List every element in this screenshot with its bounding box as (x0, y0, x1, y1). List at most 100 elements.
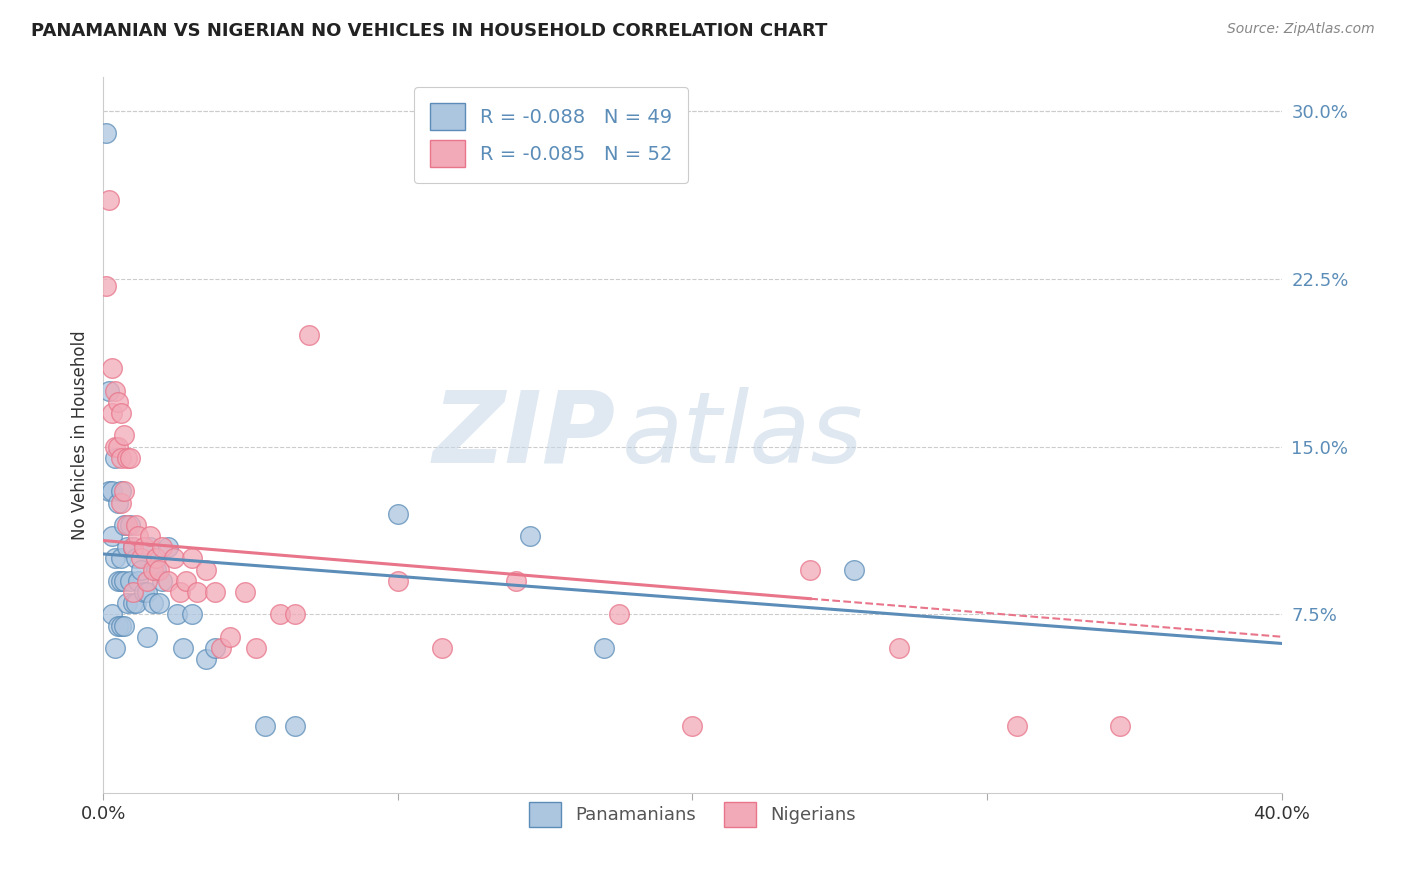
Point (298, 327, 321, 342)
Point (166, 607, 188, 622)
Point (505, 574, 527, 588)
Point (115, 517, 138, 532)
Point (1005, 719, 1028, 733)
Point (163, 551, 186, 566)
Text: atlas: atlas (621, 387, 863, 483)
Point (195, 652, 218, 666)
Point (387, 507, 409, 521)
Point (607, 607, 630, 622)
Point (107, 440, 129, 454)
Point (121, 541, 143, 555)
Point (145, 563, 167, 577)
Point (118, 574, 141, 588)
Point (121, 596, 143, 610)
Point (156, 574, 179, 588)
Point (98, 484, 121, 499)
Point (110, 574, 132, 588)
Point (101, 361, 124, 376)
Point (101, 406, 124, 420)
Point (150, 574, 173, 588)
Point (145, 551, 167, 566)
Point (131, 551, 153, 566)
Point (180, 551, 202, 566)
Point (110, 406, 132, 420)
Point (112, 517, 135, 532)
Point (107, 618, 129, 632)
Point (204, 585, 226, 599)
Point (195, 563, 218, 577)
Point (245, 640, 267, 655)
Point (110, 450, 132, 465)
Point (136, 574, 159, 588)
Text: Source: ZipAtlas.com: Source: ZipAtlas.com (1227, 22, 1375, 37)
Text: ZIP: ZIP (433, 387, 616, 483)
Y-axis label: No Vehicles in Household: No Vehicles in Household (72, 331, 89, 541)
Point (156, 541, 179, 555)
Point (887, 640, 910, 655)
Point (519, 529, 541, 543)
Point (131, 563, 153, 577)
Legend: Panamanians, Nigerians: Panamanians, Nigerians (522, 795, 863, 834)
Point (148, 563, 170, 577)
Point (387, 574, 409, 588)
Point (121, 585, 143, 599)
Text: PANAMANIAN VS NIGERIAN NO VEHICLES IN HOUSEHOLD CORRELATION CHART: PANAMANIAN VS NIGERIAN NO VEHICLES IN HO… (31, 22, 827, 40)
Point (110, 484, 132, 499)
Point (136, 630, 159, 644)
Point (681, 719, 703, 733)
Point (107, 394, 129, 409)
Point (134, 585, 156, 599)
Point (124, 596, 146, 610)
Point (136, 585, 159, 599)
Point (254, 719, 277, 733)
Point (104, 450, 127, 465)
Point (142, 563, 165, 577)
Point (104, 384, 127, 398)
Point (1108, 719, 1130, 733)
Point (142, 596, 165, 610)
Point (844, 563, 866, 577)
Point (134, 541, 156, 555)
Point (204, 640, 226, 655)
Point (112, 618, 135, 632)
Point (101, 607, 124, 622)
Point (124, 517, 146, 532)
Point (115, 541, 138, 555)
Point (118, 450, 141, 465)
Point (121, 541, 143, 555)
Point (284, 719, 307, 733)
Point (110, 618, 132, 632)
Point (209, 640, 232, 655)
Point (104, 440, 127, 454)
Point (284, 607, 307, 622)
Point (233, 585, 256, 599)
Point (593, 640, 616, 655)
Point (107, 574, 129, 588)
Point (112, 574, 135, 588)
Point (186, 585, 208, 599)
Point (104, 640, 127, 655)
Point (98, 194, 121, 208)
Point (127, 574, 149, 588)
Point (169, 585, 191, 599)
Point (107, 495, 129, 509)
Point (98, 384, 121, 398)
Point (139, 541, 162, 555)
Point (269, 607, 291, 622)
Point (104, 551, 127, 566)
Point (115, 596, 138, 610)
Point (218, 630, 240, 644)
Point (118, 517, 141, 532)
Point (139, 529, 162, 543)
Point (127, 529, 149, 543)
Point (110, 495, 132, 509)
Point (172, 640, 194, 655)
Point (94, 278, 117, 293)
Point (180, 607, 202, 622)
Point (101, 529, 124, 543)
Point (799, 563, 821, 577)
Point (101, 484, 124, 499)
Point (110, 551, 132, 566)
Point (148, 596, 170, 610)
Point (430, 640, 453, 655)
